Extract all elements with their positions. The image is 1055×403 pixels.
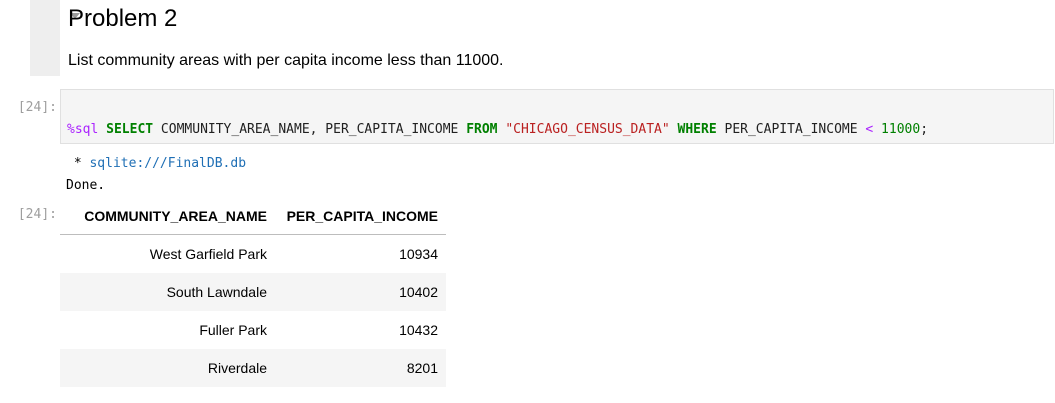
code-editor[interactable]: %sql SELECT COMMUNITY_AREA_NAME, PER_CAP… [60, 89, 1054, 144]
output-prompt: [24]: [17, 207, 57, 222]
code-token-plain [98, 122, 106, 137]
column-header: COMMUNITY_AREA_NAME [60, 197, 275, 235]
table-cell: 8201 [275, 349, 446, 387]
table-cell: Fuller Park [199, 322, 267, 338]
markdown-cell[interactable]: Problem 2 List community areas with per … [0, 0, 1055, 82]
table-cell: South Lawndale [60, 273, 275, 311]
table-row: Riverdale 8201 [60, 349, 446, 387]
column-header: PER_CAPITA_INCOME [275, 197, 446, 235]
code-token-plain: COMMUNITY_AREA_NAME, PER_CAPITA_INCOME [153, 122, 467, 137]
table-cell: 10934 [399, 246, 438, 262]
code-token-op: < [865, 122, 874, 137]
code-token-plain [873, 122, 881, 137]
stream-done: Done. [66, 178, 106, 193]
code-token-plain: PER_CAPITA_INCOME [716, 122, 866, 137]
cell-collapser[interactable] [30, 0, 80, 76]
table-header-row: COMMUNITY_AREA_NAME PER_CAPITA_INCOME [60, 197, 446, 235]
input-prompt: [24]: [17, 100, 57, 115]
code-token-kw: FROM [466, 122, 498, 137]
output-stream: * sqlite:///FinalDB.db Done. [66, 153, 246, 197]
connection-string: sqlite:///FinalDB.db [89, 156, 247, 171]
table-cell: West Garfield Park [149, 246, 267, 262]
stream-prefix: * [66, 156, 90, 171]
table-cell: Riverdale [60, 349, 275, 387]
table-row: West Garfield Park 10934 [60, 235, 446, 274]
problem-heading: Problem 2 [68, 5, 178, 32]
table-row: South Lawndale 10402 [60, 273, 446, 311]
code-token-num: 11000 [881, 122, 921, 137]
table-cell: 10402 [275, 273, 446, 311]
code-token-plain [670, 122, 678, 137]
collapse-caret-icon[interactable] [70, 13, 80, 19]
table-row: Fuller Park 10432 [60, 311, 446, 349]
code-token-magic: %sql [67, 122, 99, 137]
code-token-str: "CHICAGO_CENSUS_DATA" [505, 122, 670, 137]
sql-code-line[interactable]: %sql SELECT COMMUNITY_AREA_NAME, PER_CAP… [67, 121, 928, 139]
result-table: COMMUNITY_AREA_NAME PER_CAPITA_INCOME We… [60, 197, 446, 387]
table-cell: 10432 [399, 322, 438, 338]
code-token-plain: ; [920, 122, 929, 137]
code-token-kw: WHERE [677, 122, 717, 137]
code-token-kw: SELECT [106, 122, 154, 137]
problem-description: List community areas with per capita inc… [68, 52, 504, 69]
